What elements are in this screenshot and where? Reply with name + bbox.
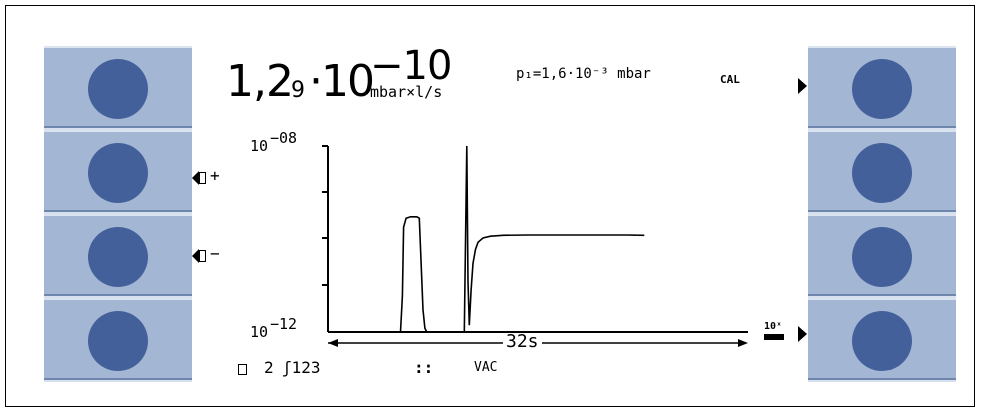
play-triangle-icon xyxy=(798,326,807,342)
status-volume: 2 xyxy=(264,358,274,377)
softkey-left-1[interactable] xyxy=(44,46,192,128)
volume-up-sign: + xyxy=(210,166,220,185)
zoom-bar-icon xyxy=(764,334,784,340)
softkey-right-4[interactable] xyxy=(808,298,956,380)
lcd-display: 1,2 9 ·10 −10 mbar×l/s p₁=1,6·10⁻³ mbar … xyxy=(192,46,808,382)
speaker-icon xyxy=(238,364,247,375)
speaker-icon xyxy=(199,250,206,262)
status-mode: VAC xyxy=(474,360,498,375)
status-dots: :: xyxy=(414,358,434,377)
softkey-left-4[interactable] xyxy=(44,298,192,380)
leak-rate-exponent: −10 xyxy=(370,43,452,89)
device-frame xyxy=(5,5,975,407)
cal-softkey-label: CAL xyxy=(720,73,740,86)
leak-rate-series-line xyxy=(328,145,645,333)
status-signal: ʃ123 xyxy=(282,358,321,377)
pressure-readout: p₁=1,6·10⁻³ mbar xyxy=(516,66,651,82)
softkey-right-2[interactable] xyxy=(808,130,956,212)
volume-down-sign: − xyxy=(210,244,220,263)
softkey-left-3[interactable] xyxy=(44,214,192,296)
y-axis-max-exponent: −08 xyxy=(270,129,298,147)
softkey-knob xyxy=(852,311,912,371)
time-span-right-arrow xyxy=(738,339,748,347)
softkey-knob xyxy=(852,227,912,287)
y-axis-max-base: 10 xyxy=(250,137,269,155)
speaker-icon xyxy=(199,172,206,184)
softkey-knob xyxy=(88,59,148,119)
leak-rate-mantissa: 1,2 xyxy=(226,56,294,107)
softkey-knob xyxy=(88,227,148,287)
y-axis-min-base: 10 xyxy=(250,323,269,341)
softkey-knob xyxy=(852,59,912,119)
softkey-right-3[interactable] xyxy=(808,214,956,296)
leak-rate-extra-digit: 9 xyxy=(291,78,305,103)
softkey-right-1[interactable] xyxy=(808,46,956,128)
softkey-left-2[interactable] xyxy=(44,130,192,212)
y-axis-min-exponent: −12 xyxy=(270,315,298,333)
speaker-cone-icon xyxy=(192,249,199,263)
time-span-left-arrow xyxy=(328,339,338,347)
softkey-knob xyxy=(88,311,148,371)
left-softkey-column xyxy=(44,46,192,382)
speaker-cone-icon xyxy=(192,171,199,185)
time-span-label: 32s xyxy=(503,333,542,351)
play-triangle-icon xyxy=(798,78,807,94)
softkey-knob xyxy=(88,143,148,203)
zoom-icon: 10ˣ xyxy=(764,321,783,332)
leak-rate-base: ·10 xyxy=(309,56,375,107)
right-softkey-column xyxy=(808,46,956,382)
leak-rate-plot xyxy=(322,145,748,347)
softkey-knob xyxy=(852,143,912,203)
leak-rate-unit: mbar×l/s xyxy=(370,83,443,101)
